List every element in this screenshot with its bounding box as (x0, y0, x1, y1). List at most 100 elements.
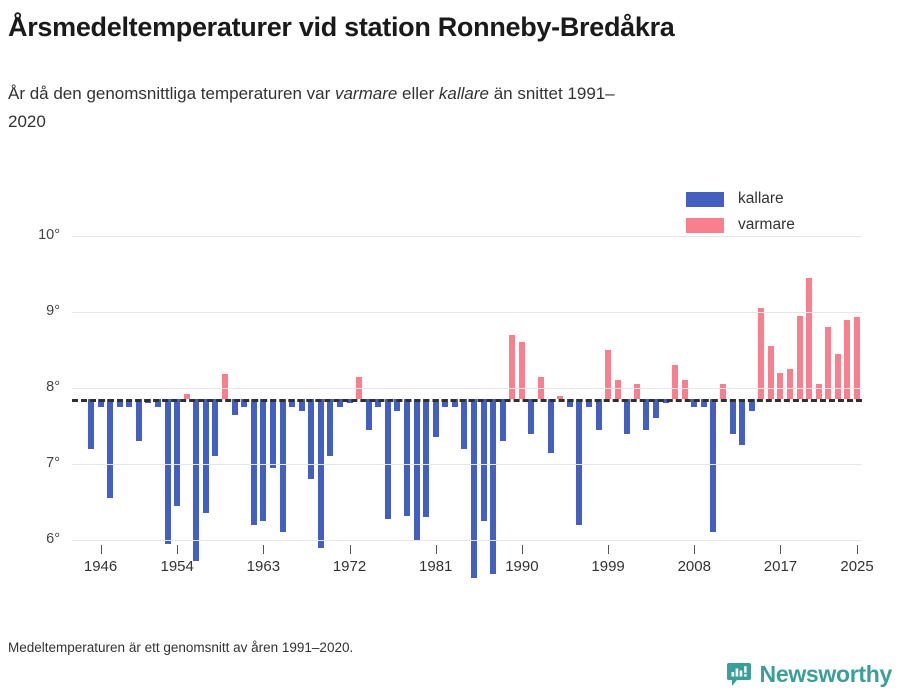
bar-2004[interactable] (652, 399, 659, 419)
x-axis-tick (263, 545, 265, 554)
bar-1992[interactable] (538, 376, 545, 400)
bar-1974[interactable] (365, 399, 372, 430)
legend-swatch-varmare (686, 217, 724, 233)
bar-2009[interactable] (700, 399, 707, 407)
bar-1950[interactable] (135, 399, 142, 442)
bar-1964[interactable] (269, 399, 276, 468)
bar-1954[interactable] (174, 399, 181, 506)
bar-2003[interactable] (643, 399, 650, 430)
bar-2025[interactable] (854, 317, 861, 400)
bar-1995[interactable] (566, 399, 573, 407)
bar-2018[interactable] (787, 369, 794, 400)
x-axis-tick-label: 1999 (591, 558, 625, 575)
baseline-average-line (72, 399, 862, 403)
x-axis-tick (857, 545, 859, 554)
bar-2016[interactable] (767, 346, 774, 400)
brand-logo[interactable]: Newsworthy (726, 661, 892, 688)
bar-1952[interactable] (155, 399, 162, 407)
bar-1957[interactable] (202, 399, 209, 514)
bar-1975[interactable] (375, 399, 382, 407)
bar-1968[interactable] (308, 399, 315, 480)
bar-1991[interactable] (528, 399, 535, 434)
bar-1997[interactable] (585, 399, 592, 407)
bar-2011[interactable] (720, 384, 726, 400)
x-axis-tick-label: 1990 (505, 558, 539, 575)
legend-item-varmare[interactable]: varmare (686, 212, 856, 238)
bar-2013[interactable] (739, 399, 746, 445)
gridline (72, 464, 862, 465)
bar-1990[interactable] (518, 342, 525, 400)
bar-2022[interactable] (825, 327, 832, 400)
bar-1955[interactable] (183, 394, 190, 400)
bar-2017[interactable] (777, 372, 784, 400)
bar-1971[interactable] (336, 399, 343, 407)
bar-1982[interactable] (442, 399, 449, 407)
bar-1958[interactable] (212, 399, 219, 457)
bar-2006[interactable] (672, 365, 679, 400)
bar-1948[interactable] (116, 399, 123, 407)
bar-1962[interactable] (250, 399, 257, 525)
y-axis-tick-label: 7° (46, 455, 60, 471)
bar-2019[interactable] (796, 315, 803, 400)
bar-1953[interactable] (164, 399, 171, 544)
legend-item-kallare[interactable]: kallare (686, 186, 856, 212)
bar-2012[interactable] (729, 399, 736, 434)
bar-1985[interactable] (471, 399, 478, 578)
bar-1946[interactable] (97, 399, 104, 407)
bar-2021[interactable] (815, 384, 822, 400)
bar-1989[interactable] (509, 334, 516, 400)
bar-1976[interactable] (384, 399, 391, 519)
bar-2020[interactable] (806, 277, 813, 400)
bar-1988[interactable] (499, 399, 506, 442)
x-axis-tick (780, 545, 782, 554)
bar-2002[interactable] (633, 384, 640, 400)
x-axis-tick-label: 2008 (677, 558, 711, 575)
bar-1967[interactable] (298, 399, 305, 411)
bar-2014[interactable] (748, 399, 755, 411)
bar-1998[interactable] (595, 399, 602, 430)
bar-1960[interactable] (231, 399, 238, 415)
bar-1945[interactable] (88, 399, 94, 449)
bar-1959[interactable] (222, 374, 229, 400)
bar-2008[interactable] (691, 399, 698, 407)
bar-1970[interactable] (327, 399, 334, 457)
bar-1947[interactable] (107, 399, 114, 499)
bar-1977[interactable] (394, 399, 401, 411)
bar-2010[interactable] (710, 399, 717, 533)
bar-1986[interactable] (480, 399, 487, 521)
x-axis-tick-label: 1981 (419, 558, 453, 575)
bar-2000[interactable] (614, 380, 621, 400)
x-axis-tick-label: 2025 (840, 558, 874, 575)
bar-series (72, 236, 862, 578)
bar-1973[interactable] (356, 376, 363, 400)
bar-1978[interactable] (404, 399, 410, 516)
bar-1987[interactable] (490, 399, 497, 575)
bar-1996[interactable] (576, 399, 583, 525)
bar-1994[interactable] (557, 395, 564, 400)
bar-1979[interactable] (413, 399, 420, 540)
bar-1969[interactable] (317, 399, 324, 548)
bar-1993[interactable] (547, 399, 554, 453)
gridline (72, 312, 862, 313)
bar-1961[interactable] (241, 399, 248, 407)
bar-1983[interactable] (451, 399, 458, 407)
x-axis: 1946 1954 1963 1972 1981 1990 1999 2008 2017 2025 (72, 545, 874, 585)
bar-1966[interactable] (289, 399, 296, 407)
bar-1999[interactable] (605, 350, 612, 400)
y-axis-tick-label: 8° (46, 379, 60, 395)
bar-1963[interactable] (260, 399, 267, 521)
bar-1980[interactable] (423, 399, 430, 518)
bar-1949[interactable] (126, 399, 133, 407)
bar-1984[interactable] (461, 399, 468, 449)
bar-2023[interactable] (834, 353, 841, 400)
bar-1956[interactable] (193, 399, 200, 562)
x-axis-tick (521, 545, 523, 554)
bar-2015[interactable] (758, 308, 765, 400)
bar-2024[interactable] (844, 319, 851, 400)
gridline (72, 236, 862, 237)
bar-1981[interactable] (432, 399, 439, 438)
bar-2007[interactable] (681, 380, 688, 400)
bar-2001[interactable] (624, 399, 631, 434)
bar-1965[interactable] (279, 399, 286, 533)
